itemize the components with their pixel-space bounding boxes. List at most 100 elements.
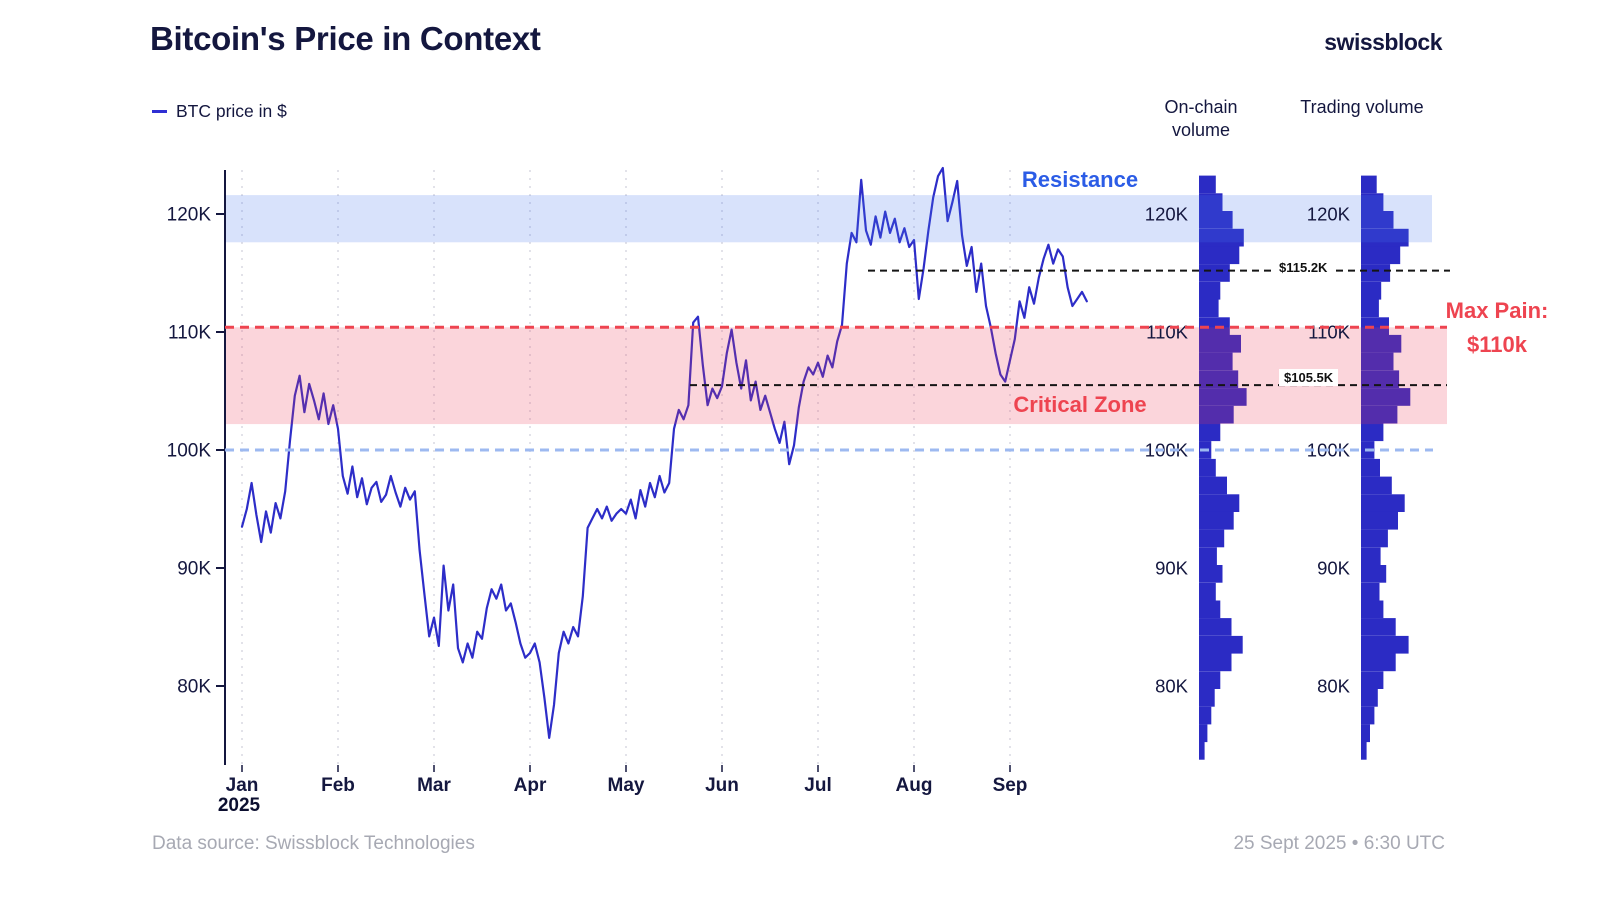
trading-volume-bar bbox=[1361, 458, 1380, 477]
y-axis-label: 120K bbox=[167, 205, 212, 226]
trading-volume-bar bbox=[1361, 352, 1394, 371]
onchain-volume-bar bbox=[1199, 494, 1240, 512]
x-axis-label: Mar bbox=[417, 775, 451, 796]
onchain-axis-label: 110K bbox=[1146, 322, 1188, 343]
trading-axis-label: 110K bbox=[1308, 322, 1350, 343]
trading-volume-bar bbox=[1361, 671, 1384, 689]
onchain-volume-bar bbox=[1199, 299, 1219, 318]
critical-zone-annotation: Critical Zone bbox=[1013, 392, 1147, 417]
page-title: Bitcoin's Price in Context bbox=[150, 20, 541, 57]
trading-volume-bar bbox=[1361, 193, 1384, 211]
trading-volume-bar bbox=[1361, 689, 1378, 707]
trading-volume-bar bbox=[1361, 706, 1375, 725]
onchain-axis-label: 120K bbox=[1145, 204, 1189, 225]
onchain-volume-bar bbox=[1199, 547, 1217, 566]
trading-volume-bar bbox=[1361, 388, 1411, 406]
trading-volume-bar bbox=[1361, 547, 1381, 566]
resistance-annotation: Resistance bbox=[1021, 167, 1139, 192]
y-axis-label: 100K bbox=[167, 441, 212, 462]
x-axis-label: Feb bbox=[321, 775, 355, 796]
x-axis-label: Apr bbox=[514, 775, 547, 796]
trading-volume-bar bbox=[1361, 246, 1401, 265]
x-axis-label: Jul bbox=[804, 775, 831, 796]
y-axis-label: 90K bbox=[177, 559, 211, 580]
trading-volume-bar bbox=[1361, 476, 1392, 495]
onchain-volume-bar bbox=[1199, 370, 1239, 389]
onchain-volume-bar bbox=[1199, 458, 1216, 477]
onchain-axis-label: 100K bbox=[1145, 440, 1189, 461]
level-115-label: $115.2K bbox=[1274, 259, 1333, 276]
onchain-volume-bar bbox=[1199, 635, 1243, 654]
x-axis-label: Jun bbox=[705, 775, 739, 796]
onchain-volume-bar bbox=[1199, 618, 1232, 636]
trading-volume-bar bbox=[1361, 653, 1396, 672]
onchain-volume-bar bbox=[1199, 724, 1208, 743]
trading-axis-label: 80K bbox=[1317, 676, 1351, 697]
trading-volume-bar bbox=[1361, 635, 1409, 654]
onchain-volume-bar bbox=[1199, 317, 1230, 335]
trading-axis-label: 90K bbox=[1317, 558, 1351, 579]
onchain-volume-header: On-chain volume bbox=[1164, 97, 1238, 140]
trading-volume-bar bbox=[1361, 299, 1379, 318]
onchain-volume-bar bbox=[1199, 405, 1234, 424]
onchain-volume-bar bbox=[1199, 352, 1233, 371]
onchain-volume-bar bbox=[1199, 281, 1221, 300]
onchain-volume-bar bbox=[1199, 706, 1212, 725]
onchain-axis-label: 80K bbox=[1155, 676, 1189, 697]
max-pain-line2: $110k bbox=[1467, 332, 1527, 358]
onchain-volume-bar bbox=[1199, 529, 1225, 548]
trading-volume-bar bbox=[1361, 511, 1398, 530]
onchain-volume-bar bbox=[1199, 582, 1216, 601]
onchain-volume-bar bbox=[1199, 423, 1221, 442]
onchain-volume-bar bbox=[1199, 334, 1241, 353]
trading-volume-bar bbox=[1361, 724, 1370, 743]
brand-logo: swissblock bbox=[1324, 29, 1442, 55]
onchain-volume-bar bbox=[1199, 211, 1233, 229]
trading-volume-bar bbox=[1361, 370, 1400, 389]
y-axis-label: 80K bbox=[177, 677, 211, 698]
trading-volume-bar bbox=[1361, 742, 1367, 760]
zone-critical bbox=[225, 327, 1447, 425]
timestamp-note: 25 Sept 2025 • 6:30 UTC bbox=[1233, 833, 1445, 854]
legend-label: BTC price in $ bbox=[176, 101, 287, 121]
trading-volume-bar bbox=[1361, 618, 1396, 636]
onchain-axis-label: 90K bbox=[1155, 558, 1189, 579]
onchain-volume-bar bbox=[1199, 476, 1227, 495]
trading-volume-bar bbox=[1361, 423, 1384, 442]
trading-volume-bar bbox=[1361, 264, 1391, 282]
trading-volume-bar bbox=[1361, 228, 1409, 247]
onchain-volume-bar bbox=[1199, 175, 1216, 194]
onchain-volume-bar bbox=[1199, 653, 1232, 672]
x-axis-label: Jan bbox=[226, 775, 259, 796]
chart-legend: BTC price in $ bbox=[152, 101, 287, 122]
trading-volume-bar bbox=[1361, 281, 1382, 300]
trading-volume-bar bbox=[1361, 582, 1380, 601]
x-axis-year-label: 2025 bbox=[217, 795, 261, 816]
trading-volume-bar bbox=[1361, 317, 1389, 335]
y-axis-label: 110K bbox=[168, 323, 211, 344]
legend-line-swatch-icon bbox=[152, 110, 167, 113]
zone-resistance bbox=[225, 195, 1432, 243]
onchain-volume-bar bbox=[1199, 671, 1221, 689]
onchain-volume-bar bbox=[1199, 388, 1247, 406]
btc-price-line bbox=[240, 166, 1088, 739]
onchain-volume-bar bbox=[1199, 689, 1215, 707]
trading-volume-bar bbox=[1361, 600, 1384, 619]
onchain-volume-bar bbox=[1199, 565, 1223, 583]
trading-volume-bar bbox=[1361, 565, 1387, 583]
trading-volume-bar bbox=[1361, 211, 1394, 229]
onchain-volume-bar bbox=[1199, 246, 1240, 265]
onchain-volume-bar bbox=[1199, 511, 1234, 530]
trading-volume-header: Trading volume bbox=[1300, 97, 1424, 117]
data-source-note: Data source: Swissblock Technologies bbox=[152, 833, 475, 854]
trading-volume-bar bbox=[1361, 529, 1388, 548]
level-105-label: $105.5K bbox=[1279, 369, 1339, 386]
onchain-volume-bar bbox=[1199, 264, 1230, 282]
onchain-volume-bar bbox=[1199, 193, 1223, 211]
trading-volume-bar bbox=[1361, 405, 1398, 424]
trading-volume-bar bbox=[1361, 494, 1405, 512]
onchain-volume-bar bbox=[1199, 228, 1244, 247]
trading-axis-label: 120K bbox=[1307, 204, 1351, 225]
